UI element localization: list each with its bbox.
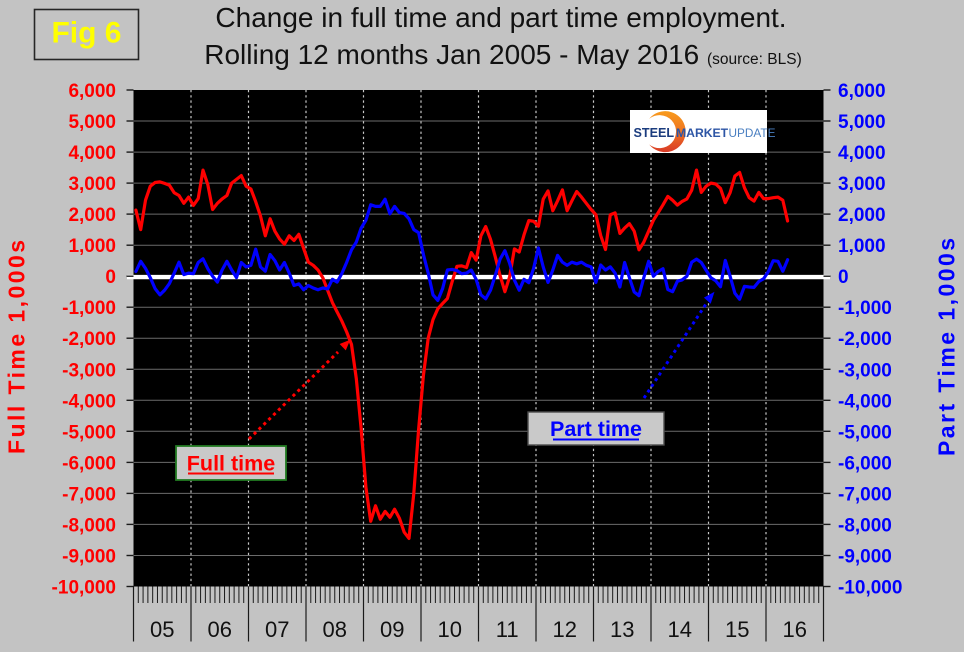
svg-text:10: 10 <box>438 617 462 642</box>
svg-text:12: 12 <box>553 617 577 642</box>
svg-text:4,000: 4,000 <box>68 143 116 164</box>
svg-text:Part time: Part time <box>550 417 642 441</box>
svg-text:-6,000: -6,000 <box>62 453 116 474</box>
svg-text:MARKET: MARKET <box>676 126 729 140</box>
svg-text:-3,000: -3,000 <box>838 360 892 381</box>
svg-text:06: 06 <box>208 617 232 642</box>
svg-text:4,000: 4,000 <box>838 143 886 164</box>
svg-text:-1,000: -1,000 <box>838 298 892 319</box>
svg-text:-2,000: -2,000 <box>62 329 116 350</box>
svg-text:Full time: Full time <box>187 452 275 476</box>
svg-text:Rolling 12 months Jan 2005 - M: Rolling 12 months Jan 2005 - May 2016 (s… <box>204 39 802 70</box>
svg-text:2,000: 2,000 <box>838 205 886 226</box>
svg-text:1,000: 1,000 <box>68 236 116 257</box>
svg-text:Fig 6: Fig 6 <box>51 17 121 50</box>
svg-text:05: 05 <box>150 617 174 642</box>
svg-text:-9,000: -9,000 <box>838 547 892 568</box>
svg-text:-7,000: -7,000 <box>62 484 116 505</box>
svg-text:5,000: 5,000 <box>838 112 886 133</box>
svg-text:-10,000: -10,000 <box>52 578 116 599</box>
svg-text:-10,000: -10,000 <box>838 578 902 599</box>
svg-text:UPDATE: UPDATE <box>729 126 776 140</box>
svg-text:13: 13 <box>610 617 634 642</box>
svg-text:6,000: 6,000 <box>68 81 116 102</box>
svg-text:STEEL: STEEL <box>634 126 675 140</box>
svg-text:Change in full time and part t: Change in full time and part time employ… <box>215 2 786 33</box>
svg-text:07: 07 <box>265 617 289 642</box>
svg-text:5,000: 5,000 <box>68 112 116 133</box>
svg-text:11: 11 <box>496 617 519 642</box>
svg-text:0: 0 <box>105 267 116 288</box>
svg-text:3,000: 3,000 <box>838 174 886 195</box>
svg-text:-5,000: -5,000 <box>62 422 116 443</box>
svg-text:-1,000: -1,000 <box>62 298 116 319</box>
svg-text:-5,000: -5,000 <box>838 422 892 443</box>
svg-text:16: 16 <box>783 617 807 642</box>
svg-text:6,000: 6,000 <box>838 81 886 102</box>
svg-text:2,000: 2,000 <box>68 205 116 226</box>
svg-text:15: 15 <box>725 617 749 642</box>
svg-text:-4,000: -4,000 <box>838 391 892 412</box>
svg-text:-8,000: -8,000 <box>62 515 116 536</box>
svg-text:1,000: 1,000 <box>838 236 886 257</box>
svg-text:-2,000: -2,000 <box>838 329 892 350</box>
svg-text:-4,000: -4,000 <box>62 391 116 412</box>
svg-text:0: 0 <box>838 267 849 288</box>
svg-text:Full Time 1,000s: Full Time 1,000s <box>4 240 30 454</box>
svg-text:-3,000: -3,000 <box>62 360 116 381</box>
svg-text:14: 14 <box>668 617 692 642</box>
svg-text:-9,000: -9,000 <box>62 547 116 568</box>
svg-text:3,000: 3,000 <box>68 174 116 195</box>
svg-text:-7,000: -7,000 <box>838 484 892 505</box>
svg-text:08: 08 <box>323 617 347 642</box>
svg-text:09: 09 <box>380 617 404 642</box>
svg-text:-8,000: -8,000 <box>838 515 892 536</box>
svg-text:-6,000: -6,000 <box>838 453 892 474</box>
